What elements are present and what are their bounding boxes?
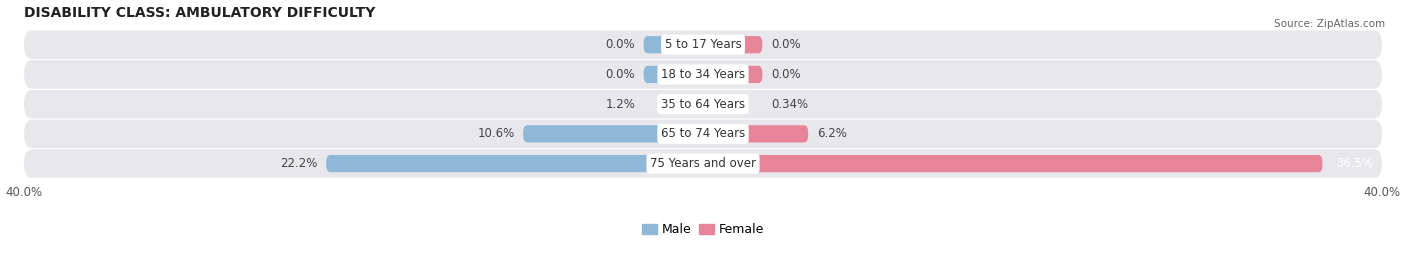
Legend: Male, Female: Male, Female: [637, 218, 769, 241]
FancyBboxPatch shape: [683, 95, 703, 113]
Text: 36.5%: 36.5%: [1336, 157, 1374, 170]
Text: 10.6%: 10.6%: [478, 127, 515, 140]
FancyBboxPatch shape: [24, 90, 1382, 118]
Text: 6.2%: 6.2%: [817, 127, 846, 140]
FancyBboxPatch shape: [703, 66, 762, 83]
Text: 0.0%: 0.0%: [606, 68, 636, 81]
Text: Source: ZipAtlas.com: Source: ZipAtlas.com: [1274, 19, 1385, 29]
FancyBboxPatch shape: [24, 120, 1382, 148]
FancyBboxPatch shape: [703, 155, 1323, 172]
Text: 0.34%: 0.34%: [770, 98, 808, 111]
Text: 22.2%: 22.2%: [280, 157, 318, 170]
Text: 5 to 17 Years: 5 to 17 Years: [665, 38, 741, 51]
Text: 0.0%: 0.0%: [770, 68, 800, 81]
FancyBboxPatch shape: [644, 66, 703, 83]
FancyBboxPatch shape: [24, 60, 1382, 89]
FancyBboxPatch shape: [703, 95, 709, 113]
FancyBboxPatch shape: [703, 36, 762, 53]
Text: 75 Years and over: 75 Years and over: [650, 157, 756, 170]
Text: 35 to 64 Years: 35 to 64 Years: [661, 98, 745, 111]
FancyBboxPatch shape: [24, 31, 1382, 59]
Text: 1.2%: 1.2%: [605, 98, 636, 111]
FancyBboxPatch shape: [644, 36, 703, 53]
Text: DISABILITY CLASS: AMBULATORY DIFFICULTY: DISABILITY CLASS: AMBULATORY DIFFICULTY: [24, 6, 375, 20]
Text: 65 to 74 Years: 65 to 74 Years: [661, 127, 745, 140]
FancyBboxPatch shape: [523, 125, 703, 143]
Text: 18 to 34 Years: 18 to 34 Years: [661, 68, 745, 81]
Text: 0.0%: 0.0%: [606, 38, 636, 51]
FancyBboxPatch shape: [703, 125, 808, 143]
FancyBboxPatch shape: [326, 155, 703, 172]
Text: 0.0%: 0.0%: [770, 38, 800, 51]
FancyBboxPatch shape: [24, 149, 1382, 178]
